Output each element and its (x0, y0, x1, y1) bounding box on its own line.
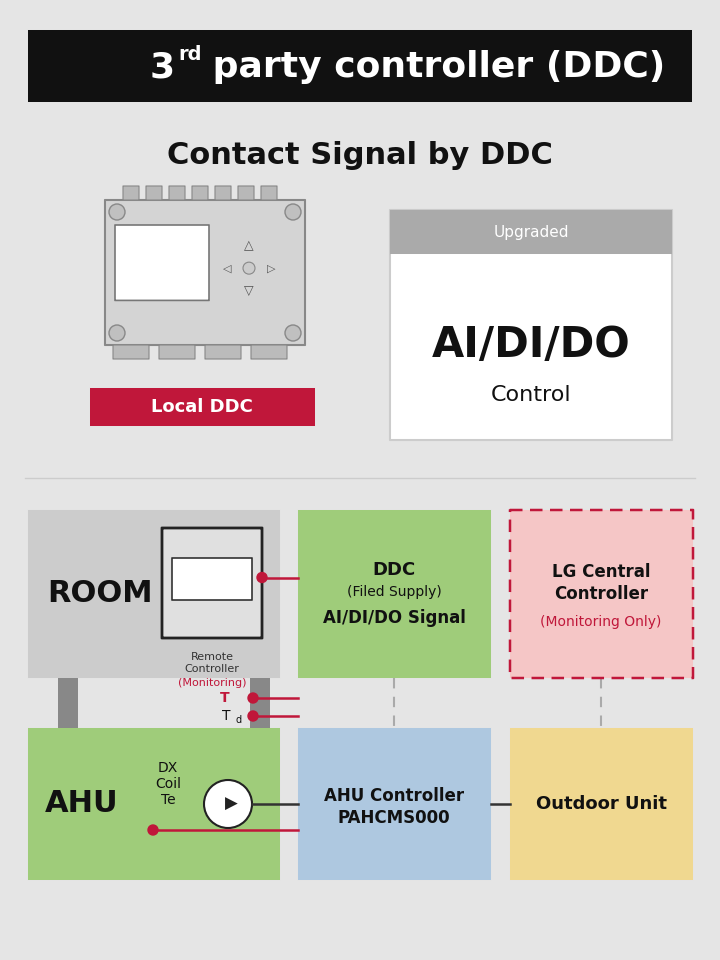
Text: T: T (222, 709, 230, 723)
FancyBboxPatch shape (205, 345, 241, 359)
FancyBboxPatch shape (28, 728, 280, 880)
FancyBboxPatch shape (28, 510, 280, 678)
FancyBboxPatch shape (298, 728, 491, 880)
FancyBboxPatch shape (390, 232, 672, 254)
Text: ▶: ▶ (225, 795, 238, 813)
Text: Local DDC: Local DDC (151, 398, 253, 416)
FancyBboxPatch shape (390, 210, 672, 440)
FancyBboxPatch shape (162, 528, 262, 638)
FancyBboxPatch shape (261, 186, 277, 200)
Circle shape (148, 825, 158, 835)
Text: Controller: Controller (554, 585, 648, 603)
FancyBboxPatch shape (192, 186, 208, 200)
Text: △: △ (244, 240, 254, 252)
FancyBboxPatch shape (390, 210, 672, 254)
Text: d: d (236, 715, 242, 725)
FancyBboxPatch shape (90, 388, 315, 426)
Text: AI/DI/DO: AI/DI/DO (431, 324, 631, 366)
Text: AHU Controller: AHU Controller (324, 787, 464, 805)
FancyBboxPatch shape (238, 186, 254, 200)
FancyBboxPatch shape (169, 186, 185, 200)
Text: DDC: DDC (372, 561, 415, 579)
FancyBboxPatch shape (146, 186, 162, 200)
FancyBboxPatch shape (58, 678, 78, 730)
Text: DX
Coil
Te: DX Coil Te (155, 760, 181, 807)
Text: ▽: ▽ (244, 283, 254, 297)
FancyBboxPatch shape (105, 200, 305, 345)
Circle shape (243, 262, 255, 275)
FancyBboxPatch shape (115, 225, 209, 300)
Circle shape (109, 325, 125, 341)
FancyBboxPatch shape (172, 558, 252, 600)
Circle shape (285, 204, 301, 220)
FancyBboxPatch shape (113, 345, 149, 359)
Text: Outdoor Unit: Outdoor Unit (536, 795, 667, 813)
Text: ▷: ▷ (266, 263, 275, 274)
FancyBboxPatch shape (251, 345, 287, 359)
Circle shape (204, 780, 252, 828)
FancyBboxPatch shape (215, 186, 231, 200)
Circle shape (248, 693, 258, 703)
Text: ◁: ◁ (222, 263, 231, 274)
Text: AI/DI/DO Signal: AI/DI/DO Signal (323, 609, 465, 627)
FancyBboxPatch shape (123, 186, 139, 200)
Text: Upgraded: Upgraded (493, 225, 569, 239)
FancyBboxPatch shape (250, 678, 270, 730)
Text: party controller (DDC): party controller (DDC) (200, 50, 665, 84)
Text: Remote
Controller: Remote Controller (184, 652, 240, 674)
Circle shape (257, 572, 267, 583)
Text: Control: Control (491, 385, 571, 405)
Text: AHU: AHU (45, 789, 119, 819)
Text: rd: rd (178, 45, 202, 64)
Text: LG Central: LG Central (552, 563, 650, 581)
FancyBboxPatch shape (298, 510, 491, 678)
FancyBboxPatch shape (159, 345, 195, 359)
Text: 3: 3 (150, 50, 175, 84)
Circle shape (248, 711, 258, 721)
Text: T: T (220, 691, 230, 705)
Text: (Filed Supply): (Filed Supply) (346, 585, 441, 599)
Text: Contact Signal by DDC: Contact Signal by DDC (167, 140, 553, 170)
Circle shape (109, 204, 125, 220)
Circle shape (285, 325, 301, 341)
Text: (Monitoring Only): (Monitoring Only) (540, 615, 662, 629)
Text: PAHCMS000: PAHCMS000 (338, 809, 450, 827)
FancyBboxPatch shape (28, 30, 692, 102)
FancyBboxPatch shape (510, 510, 693, 678)
Text: ROOM: ROOM (48, 580, 153, 609)
FancyBboxPatch shape (510, 728, 693, 880)
Text: (Monitoring): (Monitoring) (178, 678, 246, 688)
